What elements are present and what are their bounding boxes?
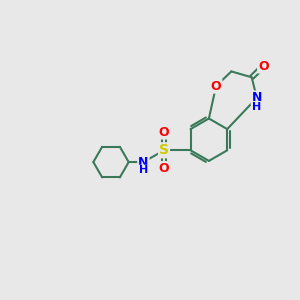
Text: S: S	[159, 143, 169, 157]
Text: O: O	[258, 60, 269, 73]
Text: H: H	[139, 165, 148, 175]
Text: H: H	[252, 102, 261, 112]
Text: N: N	[252, 92, 262, 104]
Text: N: N	[138, 156, 148, 169]
Text: O: O	[159, 162, 169, 175]
Text: O: O	[159, 125, 169, 139]
Text: O: O	[211, 80, 221, 93]
